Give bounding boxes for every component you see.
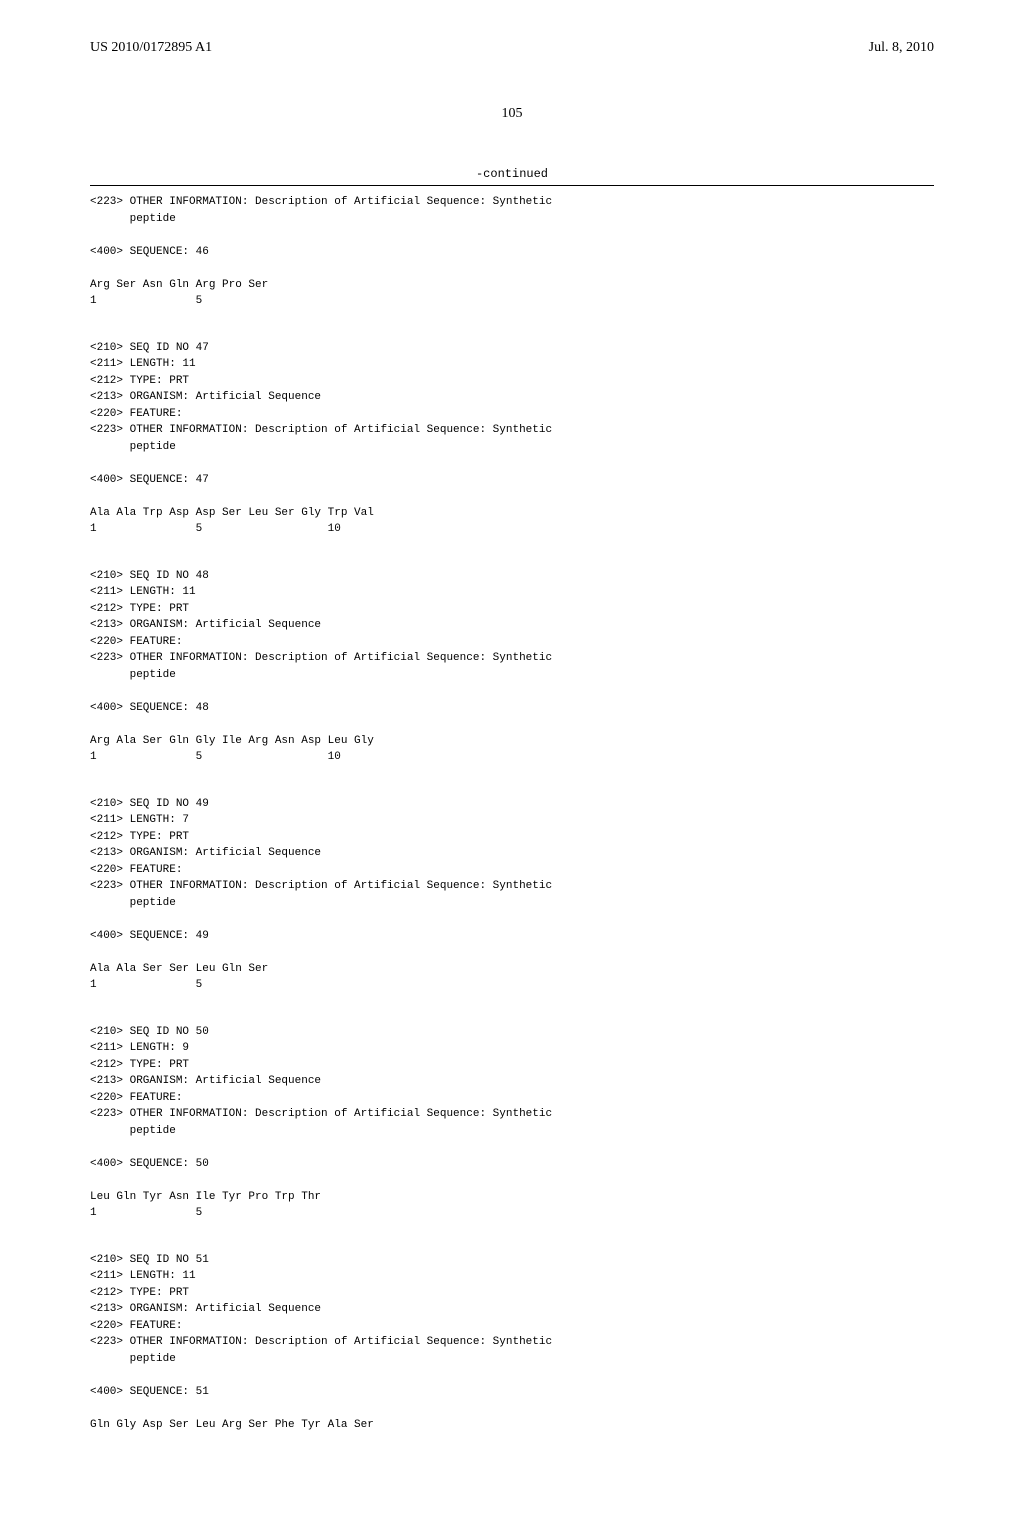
sequence-block: <210> SEQ ID NO 49 <211> LENGTH: 7 <212>… (90, 796, 934, 994)
sequence-block: <210> SEQ ID NO 48 <211> LENGTH: 11 <212… (90, 568, 934, 766)
sequence-block: <210> SEQ ID NO 50 <211> LENGTH: 9 <212>… (90, 1024, 934, 1222)
publication-number: US 2010/0172895 A1 (90, 40, 212, 56)
sequence-block: <210> SEQ ID NO 47 <211> LENGTH: 11 <212… (90, 340, 934, 538)
sequence-block: <210> SEQ ID NO 51 <211> LENGTH: 11 <212… (90, 1252, 934, 1434)
continued-label: -continued (90, 167, 934, 181)
sequence-block: <223> OTHER INFORMATION: Description of … (90, 194, 934, 310)
header-row: US 2010/0172895 A1 Jul. 8, 2010 (90, 40, 934, 56)
sequence-container: <223> OTHER INFORMATION: Description of … (90, 185, 934, 1433)
publication-date: Jul. 8, 2010 (869, 40, 934, 56)
page-number: 105 (90, 106, 934, 122)
